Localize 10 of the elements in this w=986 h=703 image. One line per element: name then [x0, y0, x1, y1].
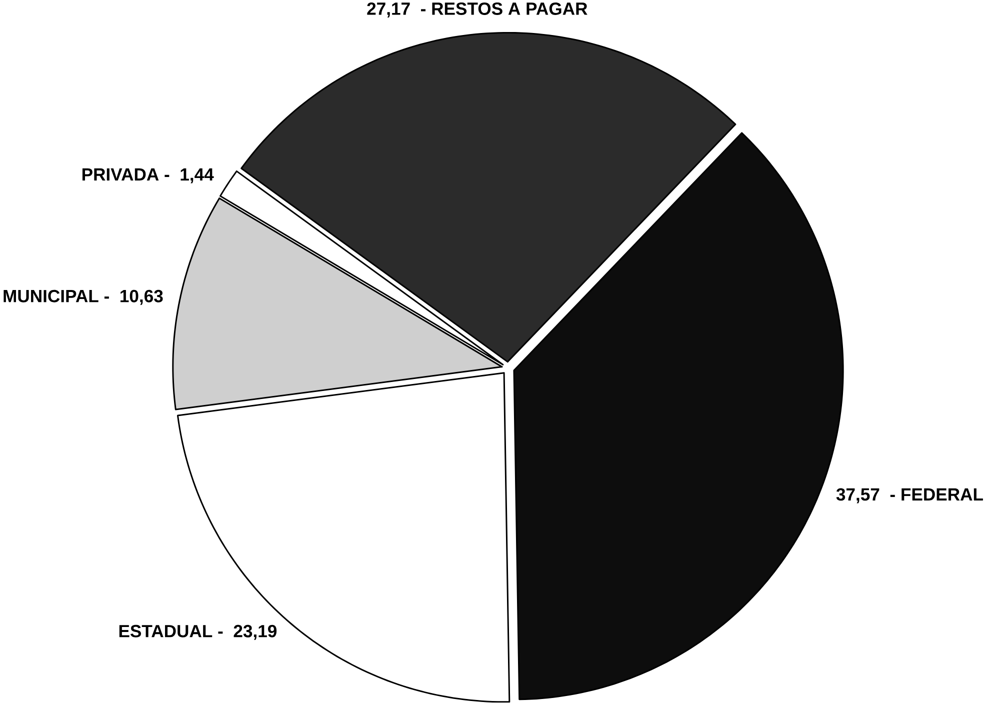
data-label: 37,57: [836, 488, 880, 504]
slice-label: PRIVADA -: [82, 168, 170, 181]
slice-label: MUNICIPAL -: [4, 290, 109, 302]
slice-label: ESTADUAL -: [119, 625, 223, 638]
data-label: 27,17: [367, 2, 410, 18]
slice-label: - FEDERAL: [890, 488, 983, 501]
data-label: 10,63: [120, 290, 163, 306]
data-label: 23,19: [234, 625, 277, 640]
slice-label: - RESTOS A PAGAR: [421, 2, 588, 16]
data-label: 1,44: [180, 168, 214, 184]
